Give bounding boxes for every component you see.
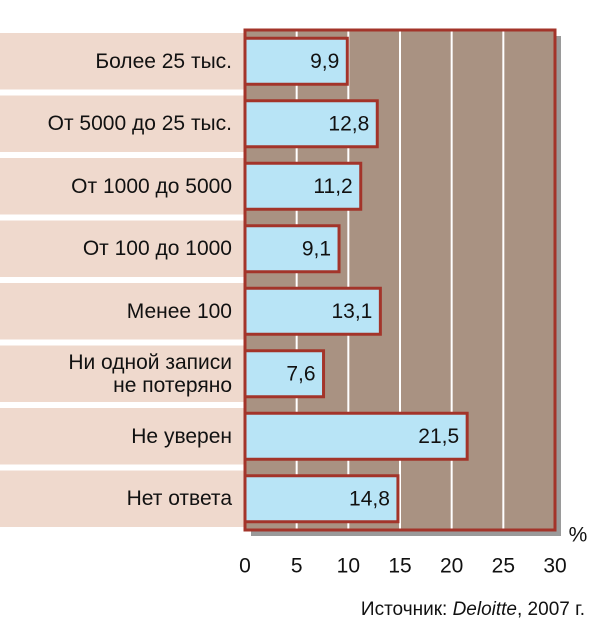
plot: 0 5 10 15 20 25 30 9,9 12,8 11,2 9,1 13,1 7,6 21,5 14,… bbox=[0, 28, 567, 578]
row-stripe bbox=[0, 95, 245, 152]
source-year: , 2007 г. bbox=[517, 599, 585, 620]
x-tick-label: 5 bbox=[291, 555, 303, 578]
bar bbox=[243, 161, 363, 211]
value-label: 9,9 bbox=[310, 50, 339, 73]
x-tick-label: 10 bbox=[337, 555, 360, 578]
source-label: Источник: bbox=[361, 599, 447, 620]
bar bbox=[243, 349, 326, 399]
category-label: От 5000 до 25 тыс. bbox=[47, 112, 232, 136]
x-tick-label: 25 bbox=[492, 555, 515, 578]
category-label: Менее 100 bbox=[126, 299, 232, 323]
row-stripe bbox=[0, 345, 245, 402]
value-label: 13,1 bbox=[331, 300, 372, 323]
row-stripe bbox=[0, 158, 245, 215]
value-label: 9,1 bbox=[302, 237, 331, 260]
value-label: 14,8 bbox=[349, 487, 390, 510]
plot-frame bbox=[243, 28, 557, 532]
bar bbox=[243, 474, 400, 524]
value-label: 7,6 bbox=[286, 362, 315, 385]
bar bbox=[243, 286, 382, 336]
x-tick-label: 15 bbox=[388, 555, 411, 578]
x-tick-label: 0 bbox=[239, 555, 251, 578]
row-stripe bbox=[0, 408, 245, 465]
value-label: 11,2 bbox=[313, 175, 352, 198]
category-label: От 1000 до 5000 bbox=[71, 174, 232, 198]
x-tick-label: 30 bbox=[543, 555, 566, 578]
value-label: 21,5 bbox=[418, 425, 459, 448]
source: Источник: Deloitte, 2007 г. bbox=[361, 599, 585, 620]
category-label: Нет ответа bbox=[126, 487, 232, 511]
row-stripe bbox=[0, 283, 245, 340]
bar bbox=[243, 99, 379, 149]
category-label: Более 25 тыс. bbox=[95, 49, 232, 73]
row-stripe bbox=[0, 220, 245, 277]
category-label: Ни одной записи не потеряно bbox=[68, 350, 232, 397]
value-label: 12,8 bbox=[328, 112, 369, 135]
source-org: Deloitte bbox=[453, 599, 517, 620]
category-label: От 100 до 1000 bbox=[82, 237, 232, 261]
row-stripe bbox=[0, 470, 245, 527]
row-stripe bbox=[0, 33, 245, 90]
category-label: Не уверен bbox=[131, 424, 232, 448]
x-tick-label: 20 bbox=[440, 555, 463, 578]
x-unit: % bbox=[569, 524, 588, 547]
